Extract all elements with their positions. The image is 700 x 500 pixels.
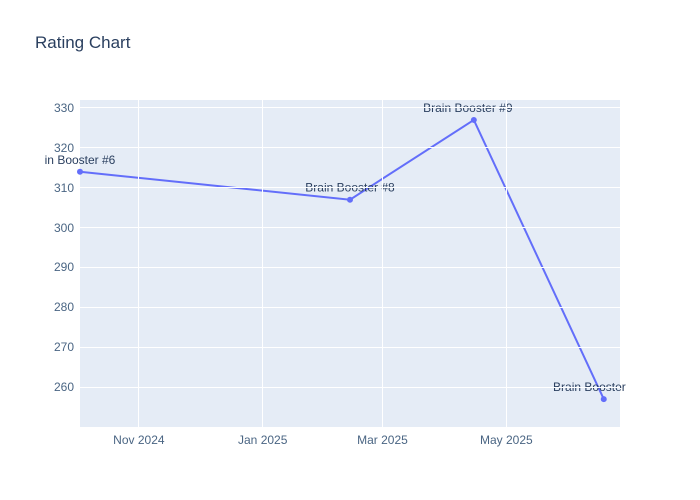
y-tick-label: 290 <box>54 260 74 274</box>
line-layer: in Booster #6Brain Booster #8Brain Boost… <box>80 100 620 427</box>
chart-container: Rating Chart in Booster #6Brain Booster … <box>0 0 700 500</box>
gridline-h <box>80 147 620 148</box>
gridline-h <box>80 347 620 348</box>
gridline-v <box>506 100 507 427</box>
y-tick-label: 310 <box>54 181 74 195</box>
x-tick-label: Jan 2025 <box>238 433 287 447</box>
gridline-h <box>80 307 620 308</box>
x-tick-label: May 2025 <box>480 433 533 447</box>
gridline-v <box>382 100 383 427</box>
data-point[interactable] <box>601 396 607 402</box>
y-tick-label: 270 <box>54 340 74 354</box>
gridline-h <box>80 387 620 388</box>
gridline-v <box>138 100 139 427</box>
x-tick-label: Nov 2024 <box>113 433 164 447</box>
data-point[interactable] <box>347 197 353 203</box>
y-tick-label: 280 <box>54 300 74 314</box>
series-line <box>80 120 604 399</box>
gridline-h <box>80 107 620 108</box>
y-tick-label: 260 <box>54 380 74 394</box>
plot-area: in Booster #6Brain Booster #8Brain Boost… <box>80 100 620 427</box>
gridline-h <box>80 267 620 268</box>
data-point[interactable] <box>471 117 477 123</box>
y-tick-label: 300 <box>54 221 74 235</box>
gridline-v <box>262 100 263 427</box>
y-tick-label: 320 <box>54 141 74 155</box>
chart-title: Rating Chart <box>35 33 130 53</box>
data-point[interactable] <box>77 169 83 175</box>
gridline-h <box>80 227 620 228</box>
y-tick-label: 330 <box>54 101 74 115</box>
data-point-label: in Booster #6 <box>45 153 116 167</box>
gridline-h <box>80 187 620 188</box>
x-tick-label: Mar 2025 <box>357 433 408 447</box>
